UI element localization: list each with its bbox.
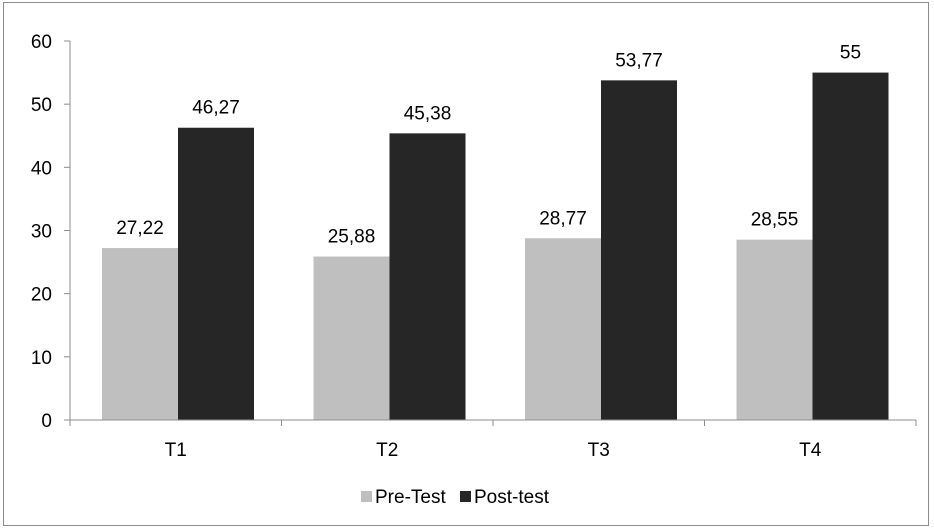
- bar-post-test-t4: [812, 72, 889, 420]
- data-label: 46,27: [192, 98, 240, 119]
- bar-post-test-t2: [389, 133, 466, 420]
- data-label: 28,55: [751, 210, 799, 231]
- bar-pre-test-t1: [102, 248, 178, 420]
- legend-swatch-post-test: [460, 491, 471, 502]
- legend-label: Pre-Test: [375, 487, 446, 508]
- y-tick-label: 60: [31, 32, 52, 53]
- y-tick-label: 50: [31, 95, 52, 116]
- data-label: 27,22: [116, 218, 164, 239]
- legend-label: Post-test: [474, 487, 550, 508]
- y-tick-label: 30: [31, 222, 52, 243]
- y-tick-label: 0: [41, 411, 52, 432]
- bar-post-test-t1: [178, 127, 254, 420]
- bar-pre-test-t2: [313, 256, 390, 420]
- x-tick-label: T3: [588, 440, 610, 461]
- y-tick-label: 40: [31, 158, 52, 179]
- data-label: 25,88: [328, 227, 376, 248]
- bar-pre-test-t3: [525, 238, 601, 420]
- bar-post-test-t3: [601, 80, 677, 420]
- x-tick-label: T1: [165, 440, 187, 461]
- x-tick-label: T4: [799, 440, 822, 461]
- y-tick-label: 20: [31, 285, 52, 306]
- data-label: 55: [840, 43, 861, 64]
- data-label: 53,77: [615, 50, 663, 71]
- bar-pre-test-t4: [736, 239, 813, 420]
- data-label: 28,77: [539, 208, 587, 229]
- y-tick-label: 10: [31, 348, 52, 369]
- data-label: 45,38: [404, 103, 452, 124]
- x-tick-label: T2: [376, 440, 398, 461]
- legend-swatch-pre-test: [361, 491, 372, 502]
